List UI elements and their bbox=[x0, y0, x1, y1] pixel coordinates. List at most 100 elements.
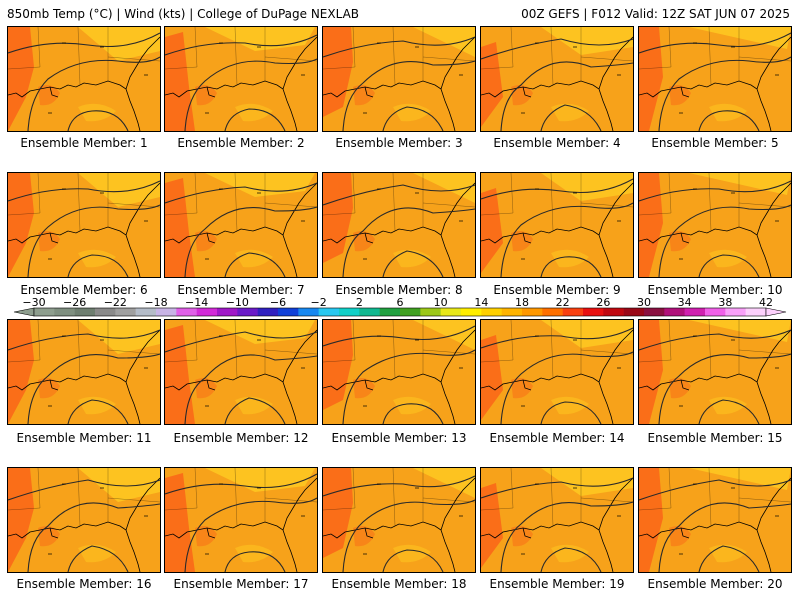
temperature-field-map bbox=[323, 468, 475, 572]
temperature-field-map bbox=[8, 173, 160, 277]
temperature-field-map bbox=[323, 173, 475, 277]
ensemble-panel-17 bbox=[164, 467, 318, 573]
colorbar-segment bbox=[54, 308, 75, 316]
colorbar-segment bbox=[298, 308, 319, 316]
ensemble-panel-4 bbox=[480, 26, 634, 132]
ensemble-member-label: Ensemble Member: 1 bbox=[20, 136, 148, 150]
colorbar-tick-label: −6 bbox=[270, 296, 286, 309]
ensemble-member-label: Ensemble Member: 7 bbox=[177, 283, 305, 297]
ensemble-panel-12 bbox=[164, 319, 318, 425]
colorbar-segment bbox=[379, 308, 401, 316]
colorbar-arrow-high bbox=[765, 307, 787, 317]
temperature-field-map bbox=[323, 320, 475, 424]
ensemble-member-label: Ensemble Member: 9 bbox=[493, 283, 621, 297]
colorbar-tick-label: 18 bbox=[515, 296, 529, 309]
temperature-field-map bbox=[8, 27, 160, 131]
colorbar-tick-label: 42 bbox=[759, 296, 773, 309]
colorbar-segment bbox=[95, 308, 116, 316]
colorbar-tick-label: −18 bbox=[144, 296, 167, 309]
temperature-field-map bbox=[323, 27, 475, 131]
ensemble-panel-20 bbox=[638, 467, 792, 573]
ensemble-member-label: Ensemble Member: 11 bbox=[16, 431, 152, 445]
colorbar-tick-label: 2 bbox=[356, 296, 363, 309]
ensemble-member-label: Ensemble Member: 17 bbox=[173, 577, 309, 591]
colorbar-segment bbox=[705, 308, 726, 316]
color-scale-legend: −30 −26 −22 −18 −14 −10 −6 −2 2 6 10 14 18 22 26 30 34 38… bbox=[13, 296, 787, 317]
temperature-field-map bbox=[639, 320, 791, 424]
ensemble-panel-6 bbox=[7, 172, 161, 278]
colorbar-segment bbox=[745, 308, 767, 316]
ensemble-panel-5 bbox=[638, 26, 792, 132]
colorbar-tick-label: 6 bbox=[397, 296, 404, 309]
ensemble-member-label: Ensemble Member: 4 bbox=[493, 136, 621, 150]
colorbar-tick-label: 30 bbox=[637, 296, 651, 309]
temperature-field-map bbox=[639, 468, 791, 572]
colorbar-segment bbox=[156, 308, 177, 316]
ensemble-panel-15 bbox=[638, 319, 792, 425]
colorbar-segment bbox=[501, 308, 523, 316]
colorbar-tick-label: 26 bbox=[596, 296, 610, 309]
colorbar-tick-label: −10 bbox=[226, 296, 249, 309]
colorbar-segment bbox=[257, 308, 279, 316]
ensemble-member-label: Ensemble Member: 15 bbox=[647, 431, 783, 445]
colorbar-tick-label: 14 bbox=[474, 296, 488, 309]
ensemble-panel-18 bbox=[322, 467, 476, 573]
colorbar-tick-label: −14 bbox=[185, 296, 208, 309]
temperature-field-map bbox=[481, 173, 633, 277]
colorbar-segment bbox=[400, 308, 421, 316]
header-title-left: 850mb Temp (°C) | Wind (kts) | College o… bbox=[7, 7, 360, 21]
colorbar-segment bbox=[34, 308, 55, 316]
ensemble-panel-8 bbox=[322, 172, 476, 278]
colorbar-segment bbox=[603, 308, 624, 316]
colorbar-segment bbox=[461, 308, 482, 316]
colorbar-segment bbox=[725, 308, 746, 316]
colorbar-segment bbox=[623, 308, 645, 316]
colorbar-segment bbox=[359, 308, 380, 316]
header-valid-time: 00Z GEFS | F012 Valid: 12Z SAT JUN 07 20… bbox=[521, 7, 790, 21]
colorbar-tick-label: −30 bbox=[22, 296, 45, 309]
colorbar-segment bbox=[664, 308, 685, 316]
temperature-field-map bbox=[165, 320, 317, 424]
colorbar-segment bbox=[522, 308, 543, 316]
temperature-field-map bbox=[8, 320, 160, 424]
colorbar-segment bbox=[237, 308, 258, 316]
colorbar-segment bbox=[562, 308, 584, 316]
ensemble-panel-3 bbox=[322, 26, 476, 132]
ensemble-panel-1 bbox=[7, 26, 161, 132]
colorbar-segment bbox=[176, 308, 197, 316]
ensemble-member-label: Ensemble Member: 19 bbox=[489, 577, 625, 591]
temperature-field-map bbox=[639, 27, 791, 131]
colorbar-segment bbox=[684, 308, 706, 316]
ensemble-panel-9 bbox=[480, 172, 634, 278]
ensemble-member-label: Ensemble Member: 2 bbox=[177, 136, 305, 150]
ensemble-member-label: Ensemble Member: 20 bbox=[647, 577, 783, 591]
colorbar-segment bbox=[644, 308, 665, 316]
colorbar-arrow-low bbox=[13, 307, 35, 317]
ensemble-member-label: Ensemble Member: 3 bbox=[335, 136, 463, 150]
temperature-field-map bbox=[165, 27, 317, 131]
ensemble-member-label: Ensemble Member: 8 bbox=[335, 283, 463, 297]
ensemble-panel-13 bbox=[322, 319, 476, 425]
colorbar-tick-label: −2 bbox=[311, 296, 327, 309]
ensemble-member-label: Ensemble Member: 18 bbox=[331, 577, 467, 591]
ensemble-member-label: Ensemble Member: 14 bbox=[489, 431, 625, 445]
ensemble-member-label: Ensemble Member: 10 bbox=[647, 283, 783, 297]
colorbar-segment bbox=[481, 308, 502, 316]
colorbar-tick-label: −26 bbox=[63, 296, 86, 309]
ensemble-panel-7 bbox=[164, 172, 318, 278]
ensemble-panel-16 bbox=[7, 467, 161, 573]
colorbar-segment bbox=[278, 308, 299, 316]
ensemble-member-label: Ensemble Member: 13 bbox=[331, 431, 467, 445]
colorbar-segment bbox=[318, 308, 340, 316]
colorbar-segment bbox=[135, 308, 157, 316]
temperature-field-map bbox=[8, 468, 160, 572]
temperature-field-map bbox=[481, 27, 633, 131]
colorbar-segment bbox=[420, 308, 441, 316]
colorbar-tick-label: 38 bbox=[718, 296, 732, 309]
ensemble-member-label: Ensemble Member: 16 bbox=[16, 577, 152, 591]
colorbar-segment bbox=[339, 308, 360, 316]
ensemble-member-label: Ensemble Member: 5 bbox=[651, 136, 779, 150]
ensemble-member-label: Ensemble Member: 12 bbox=[173, 431, 309, 445]
colorbar-segment bbox=[196, 308, 218, 316]
colorbar-segment bbox=[217, 308, 238, 316]
